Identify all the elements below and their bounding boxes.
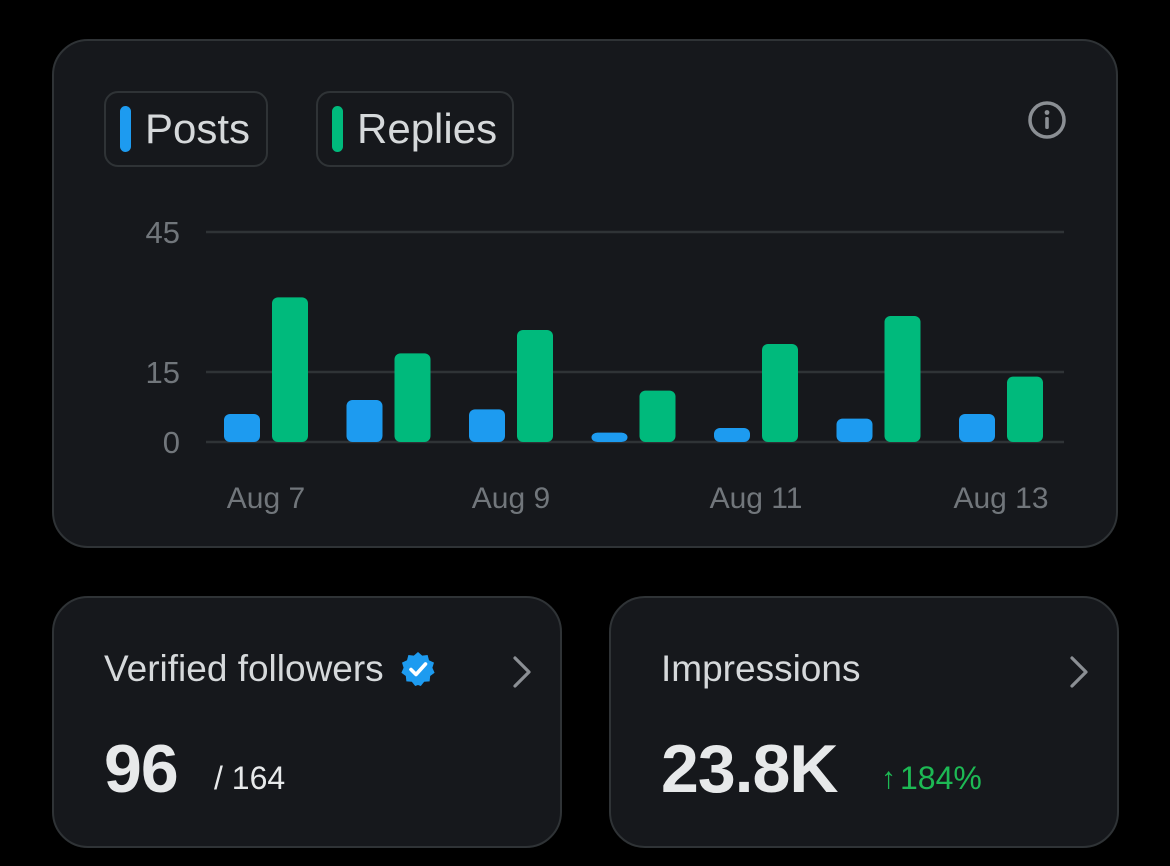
arrow-up-icon: ↑ bbox=[881, 761, 896, 795]
bar-replies-aug-13 bbox=[1007, 376, 1043, 442]
x-tick-label: Aug 7 bbox=[227, 482, 305, 515]
replies-swatch bbox=[332, 106, 343, 152]
impressions-title-row: Impressions bbox=[661, 648, 860, 690]
verified-badge-icon bbox=[401, 652, 435, 686]
verified-followers-value: 96 bbox=[104, 731, 179, 807]
bar-chart: 0 15 45 Aug 7 Aug 9 Aug 11 Aug 13 bbox=[146, 215, 1064, 515]
legend-replies[interactable]: Replies bbox=[316, 91, 514, 167]
bar-replies-aug-8 bbox=[394, 353, 431, 442]
bar-replies-aug-9 bbox=[517, 330, 553, 442]
bar-posts-aug-13 bbox=[959, 414, 995, 442]
bar-replies-aug-11 bbox=[762, 344, 798, 442]
bar-posts-aug-12 bbox=[836, 418, 873, 442]
posts-swatch bbox=[120, 106, 131, 152]
y-tick-label: 15 bbox=[146, 355, 180, 390]
verified-followers-card[interactable]: Verified followers 96 / 164 bbox=[52, 596, 562, 848]
bar-replies-aug-10 bbox=[639, 390, 676, 442]
bar-replies-aug-12 bbox=[884, 316, 921, 442]
chevron-right-icon[interactable] bbox=[1067, 654, 1091, 690]
x-tick-label: Aug 13 bbox=[953, 482, 1048, 515]
chevron-right-icon[interactable] bbox=[510, 654, 534, 690]
verified-followers-title-row: Verified followers bbox=[104, 648, 436, 690]
bar-posts-aug-8 bbox=[346, 400, 383, 442]
bar-posts-aug-10 bbox=[591, 432, 628, 442]
x-tick-label: Aug 9 bbox=[472, 482, 550, 515]
y-tick-label: 0 bbox=[163, 425, 180, 460]
legend-replies-label: Replies bbox=[357, 105, 498, 152]
info-icon[interactable] bbox=[1026, 99, 1068, 141]
verified-followers-title: Verified followers bbox=[104, 648, 384, 689]
x-tick-label: Aug 11 bbox=[710, 482, 803, 515]
impressions-change: ↑ 184% bbox=[881, 760, 982, 797]
engagement-chart-card: 0 15 45 Aug 7 Aug 9 Aug 11 Aug 13 Posts Replie… bbox=[52, 39, 1118, 548]
bar-posts-aug-9 bbox=[469, 409, 505, 442]
impressions-change-value: 184% bbox=[900, 760, 982, 796]
bar-replies-aug-7 bbox=[272, 297, 308, 442]
impressions-card[interactable]: Impressions 23.8K ↑ 184% bbox=[609, 596, 1119, 848]
bar-posts-aug-11 bbox=[714, 428, 750, 442]
legend-posts-label: Posts bbox=[145, 105, 251, 152]
verified-followers-total: / 164 bbox=[214, 760, 286, 796]
bar-posts-aug-7 bbox=[224, 414, 260, 442]
impressions-value: 23.8K bbox=[661, 731, 838, 807]
legend-posts[interactable]: Posts bbox=[104, 91, 268, 167]
y-tick-label: 45 bbox=[146, 215, 180, 250]
impressions-title: Impressions bbox=[661, 648, 861, 689]
